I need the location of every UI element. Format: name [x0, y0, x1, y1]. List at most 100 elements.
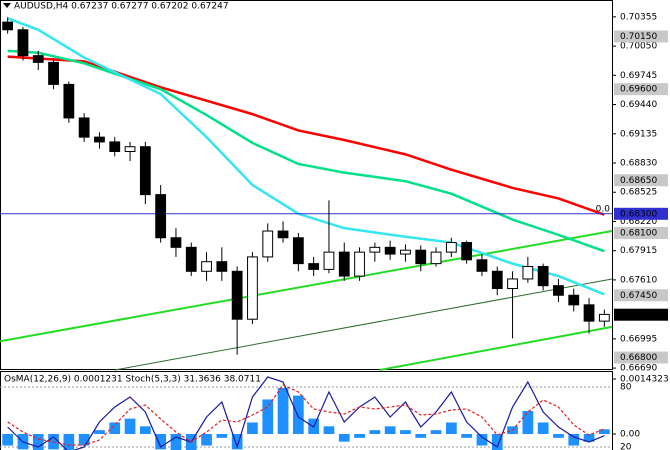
candle-body [323, 251, 335, 270]
osma-bar [568, 433, 580, 446]
candle-body [461, 242, 473, 261]
y-tick-label: 0.68220 [620, 217, 657, 227]
osma-bar [139, 426, 151, 434]
candle-body [308, 263, 320, 270]
osma-bar [94, 430, 105, 434]
osma-bar [247, 422, 258, 434]
osc-title: OsMA(12,26,9) 0.0001231 Stoch(5,3,3) 31.… [4, 375, 261, 385]
y-tick-label: 0.66995 [620, 334, 657, 344]
osma-tick-label: 0.00 [620, 429, 640, 439]
osma-bar [63, 433, 75, 450]
level-label: 0.69600 [620, 85, 657, 95]
moving-average [7, 55, 605, 216]
candle-body [231, 270, 243, 320]
level-label: 0.70150 [620, 32, 657, 42]
stoch-line [7, 384, 605, 446]
candle-body [369, 246, 381, 253]
level-label: 0.67450 [620, 291, 657, 301]
y-tick-label: 0.69745 [620, 71, 657, 81]
candle-body [247, 256, 258, 320]
osma-bar [553, 433, 564, 438]
osma-bar [109, 422, 121, 434]
candle-body [491, 270, 503, 290]
level-label-box [614, 226, 668, 239]
moving-average [7, 49, 605, 253]
trendline [114, 278, 613, 371]
candle-body [78, 117, 90, 138]
chart-title: AUDUSD,H4 0.67237 0.67277 0.67202 0.6724… [14, 2, 229, 12]
candle-body [94, 136, 105, 143]
candle-body [109, 141, 121, 153]
stoch-tick-label: 80 [620, 383, 632, 393]
candle-body [354, 251, 365, 277]
y-tick-label: 0.68830 [620, 159, 657, 169]
osma-bar [338, 433, 350, 442]
candle-body [537, 266, 549, 287]
candle-body [292, 237, 304, 265]
current-price-label: 0.67247 [620, 310, 657, 320]
y-tick-label: 0.69135 [620, 129, 657, 139]
candle-body [17, 29, 29, 57]
osma-bar [400, 430, 411, 434]
level-label: 0.68100 [620, 228, 657, 238]
level-label: 0.68650 [620, 176, 657, 186]
osma-bar [78, 433, 90, 446]
osma-bar [277, 387, 289, 434]
y-tick-label: 0.68525 [620, 188, 657, 198]
level-label: 0.66800 [620, 353, 657, 363]
osma-bar [583, 433, 595, 442]
candle-body [598, 313, 610, 322]
osma-bar [124, 418, 136, 434]
osma-bar [32, 433, 44, 450]
y-tick-label: 0.70355 [620, 12, 657, 22]
candle-body [415, 249, 427, 265]
candle-body [2, 21, 14, 31]
candle-body [185, 246, 197, 272]
osma-bar [2, 433, 14, 446]
y-tick-label: 0.70050 [620, 42, 657, 52]
candle-body [277, 230, 289, 239]
symbol-icon [3, 3, 11, 8]
candle-body [32, 55, 44, 63]
level-label-box [614, 351, 668, 364]
main-frame [0, 0, 613, 370]
y-tick-label: 0.66690 [620, 364, 657, 374]
candle-body [48, 61, 59, 85]
osma-bar [354, 433, 365, 438]
level-label-box [614, 174, 668, 187]
osma-bar [216, 433, 228, 438]
candle-body [568, 294, 580, 306]
osma-bar [522, 410, 534, 434]
osma-bar [155, 433, 167, 450]
candle-body [170, 237, 182, 248]
candle-body [262, 230, 274, 258]
stoch-line [7, 376, 605, 450]
stoch-tick-label: 20 [620, 443, 632, 450]
osma-bar [476, 433, 488, 446]
osma-bar [430, 430, 442, 434]
osma-bar [170, 433, 182, 450]
osma-bar [537, 422, 549, 434]
y-tick-label: 0.67610 [620, 275, 657, 285]
y-tick-label: 0.69440 [620, 100, 657, 110]
level-line-label-box [614, 207, 668, 220]
candle-body [384, 246, 396, 255]
candle-body [139, 146, 151, 196]
level-label-box [614, 83, 668, 96]
candle-body [124, 146, 136, 152]
candle-body [430, 251, 442, 265]
osma-bar [384, 426, 396, 434]
candle-body [522, 266, 534, 280]
candle-body [400, 249, 411, 255]
osma-bar [262, 399, 274, 434]
candle-body [63, 83, 75, 119]
trendline [0, 230, 613, 343]
candle-body [338, 251, 350, 277]
current-price-label-box [614, 308, 668, 321]
level-label-box [614, 30, 668, 43]
osma-bar [598, 429, 610, 434]
osma-bar [369, 430, 381, 434]
candle-body [216, 261, 228, 272]
osc-frame [0, 371, 613, 450]
candle-body [553, 285, 564, 296]
